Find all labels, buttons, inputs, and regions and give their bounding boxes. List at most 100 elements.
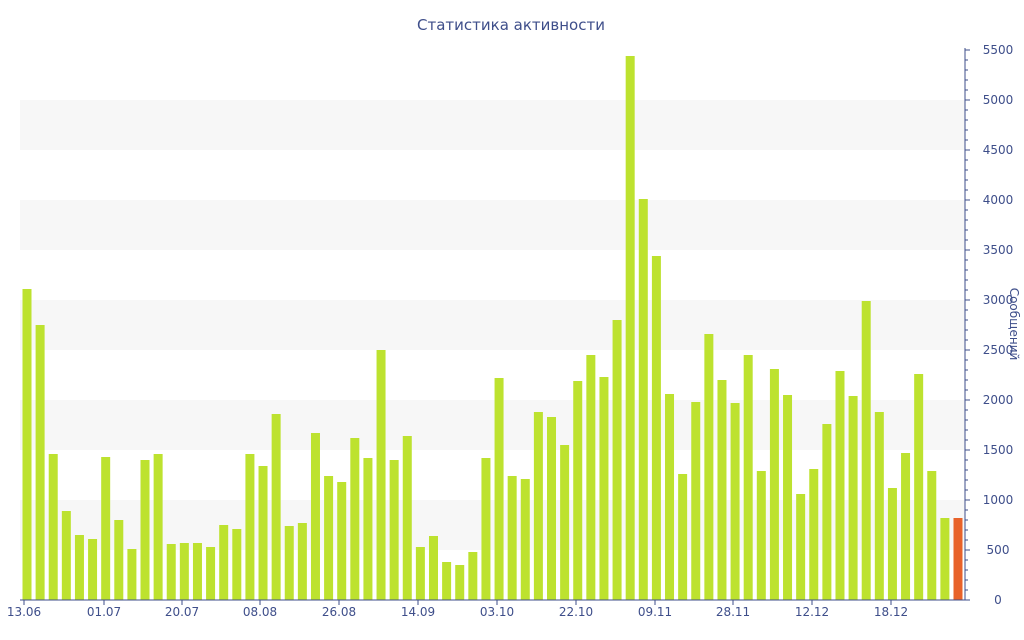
bar[interactable] (166, 544, 176, 600)
bar[interactable] (691, 402, 701, 600)
x-tick-label: 20.07 (165, 605, 199, 619)
bar[interactable] (717, 380, 727, 600)
bar[interactable] (415, 547, 425, 600)
x-tick-label: 14.09 (401, 605, 435, 619)
bar[interactable] (901, 453, 911, 600)
bar[interactable] (927, 471, 937, 600)
x-tick-label: 28.11 (716, 605, 750, 619)
bar[interactable] (822, 424, 832, 600)
bar[interactable] (324, 476, 334, 600)
bar[interactable] (848, 396, 858, 600)
bar[interactable] (756, 471, 766, 600)
bar-current[interactable] (953, 518, 963, 600)
bar[interactable] (232, 529, 242, 600)
bar[interactable] (887, 488, 897, 600)
bar[interactable] (114, 520, 124, 600)
bar[interactable] (442, 562, 452, 600)
bar[interactable] (206, 547, 216, 600)
bar[interactable] (940, 518, 950, 600)
y-tick-label: 5000 (983, 93, 1014, 107)
bar[interactable] (638, 199, 648, 600)
bar[interactable] (874, 412, 884, 600)
bar[interactable] (258, 466, 268, 600)
y-tick-label: 5500 (983, 43, 1014, 57)
bar[interactable] (350, 438, 360, 600)
grid-band (20, 200, 965, 250)
bar[interactable] (861, 301, 871, 600)
bar[interactable] (376, 350, 386, 600)
bar[interactable] (743, 355, 753, 600)
x-tick-label: 18.12 (874, 605, 908, 619)
x-tick-label: 22.10 (559, 605, 593, 619)
bar[interactable] (179, 543, 189, 600)
bar[interactable] (625, 56, 635, 600)
bar[interactable] (769, 369, 779, 600)
bar[interactable] (127, 549, 137, 600)
bar[interactable] (665, 394, 675, 600)
bar[interactable] (219, 525, 229, 600)
bar[interactable] (455, 565, 465, 600)
bar[interactable] (101, 457, 111, 600)
x-tick-label: 08.08 (243, 605, 277, 619)
bar[interactable] (389, 460, 399, 600)
grid-band (20, 400, 965, 450)
y-tick-label: 1000 (983, 493, 1014, 507)
grid-band (20, 500, 965, 550)
grid-bands (20, 100, 965, 550)
bar[interactable] (730, 403, 740, 600)
bar[interactable] (297, 523, 307, 600)
bar[interactable] (140, 460, 150, 600)
bar[interactable] (533, 412, 543, 600)
bar[interactable] (22, 289, 32, 600)
x-tick-label: 09.11 (638, 605, 672, 619)
grid-band (20, 100, 965, 150)
bar[interactable] (402, 436, 412, 600)
bar[interactable] (310, 433, 320, 600)
y-tick-label: 1500 (983, 443, 1014, 457)
bar[interactable] (651, 256, 661, 600)
bar[interactable] (48, 454, 58, 600)
bar[interactable] (271, 414, 281, 600)
bar[interactable] (494, 378, 504, 600)
bar[interactable] (914, 374, 924, 600)
bar[interactable] (560, 445, 570, 600)
bar[interactable] (35, 325, 45, 600)
bar[interactable] (363, 458, 373, 600)
y-axis-ticks: 0 500 1000 1500 2000 2500 3000 3500 4000 4500 5000… (965, 43, 1013, 607)
bar[interactable] (74, 535, 84, 600)
bar[interactable] (547, 417, 557, 600)
x-tick-label: 12.12 (795, 605, 829, 619)
bar[interactable] (428, 536, 438, 600)
bar[interactable] (678, 474, 688, 600)
bar[interactable] (520, 479, 530, 600)
bar[interactable] (245, 454, 255, 600)
bar[interactable] (809, 469, 819, 600)
bar[interactable] (284, 526, 294, 600)
x-tick-label: 26.08 (322, 605, 356, 619)
bar[interactable] (468, 552, 478, 600)
bar[interactable] (612, 320, 622, 600)
y-axis-label: Сообщений (1007, 288, 1021, 361)
y-tick-label: 2500 (983, 343, 1014, 357)
bar[interactable] (88, 539, 98, 600)
bar[interactable] (337, 482, 347, 600)
x-tick-label: 03.10 (480, 605, 514, 619)
bar[interactable] (481, 458, 491, 600)
chart-title: Статистика активности (417, 16, 605, 34)
bar[interactable] (783, 395, 793, 600)
y-tick-label: 3000 (983, 293, 1014, 307)
bar[interactable] (704, 334, 714, 600)
bar[interactable] (61, 511, 71, 600)
bar[interactable] (507, 476, 517, 600)
bar[interactable] (573, 381, 583, 600)
bar[interactable] (586, 355, 596, 600)
grid-band (20, 300, 965, 350)
bar[interactable] (796, 494, 806, 600)
y-tick-label: 4500 (983, 143, 1014, 157)
bar[interactable] (153, 454, 163, 600)
y-tick-label: 4000 (983, 193, 1014, 207)
bar[interactable] (192, 543, 202, 600)
bar[interactable] (835, 371, 845, 600)
y-tick-label: 0 (994, 593, 1002, 607)
bar[interactable] (599, 377, 609, 600)
